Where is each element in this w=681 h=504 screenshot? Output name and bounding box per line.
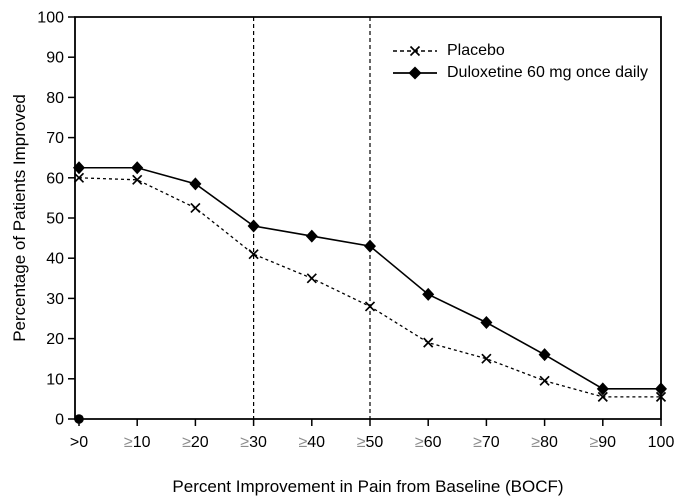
data-point-diamond [538, 348, 551, 362]
x-tick-label: ≥10 [124, 434, 151, 451]
data-point-diamond [596, 382, 609, 396]
x-tick-label: ≥60 [415, 434, 442, 451]
x-tick-label: ≥70 [473, 434, 500, 451]
data-point-x [364, 301, 376, 312]
data-point-x [655, 391, 667, 402]
y-tick-label: 70 [46, 130, 64, 147]
x-tick-label: 100 [648, 434, 675, 451]
y-tick-label: 0 [55, 412, 64, 429]
legend-label-duloxetine: Duloxetine 60 mg once daily [447, 64, 649, 81]
reference-lines [253, 17, 371, 419]
data-point-x [539, 375, 550, 386]
y-tick-label: 80 [46, 90, 64, 107]
x-tick-label: ≥30 [240, 434, 267, 451]
data-point-x [248, 249, 259, 260]
data-point-diamond [247, 219, 260, 233]
y-tick-label: 60 [46, 170, 64, 187]
data-point-x [306, 273, 317, 284]
y-tick-label: 10 [46, 371, 64, 388]
x-axis: >0 ≥10 ≥20 ≥30 ≥40 ≥50 ≥60 ≥70 ≥80 ≥90 100 [70, 419, 675, 451]
y-axis: 0 10 20 30 40 50 60 70 80 90 100 [37, 10, 75, 429]
data-point-diamond [364, 239, 376, 253]
data-point-diamond [422, 287, 435, 301]
data-point-diamond [189, 177, 202, 191]
x-tick-label: ≥50 [357, 434, 384, 451]
legend-item-duloxetine: Duloxetine 60 mg once daily [392, 62, 648, 84]
y-tick-label: 20 [46, 331, 64, 348]
data-point-diamond [73, 161, 85, 175]
y-tick-label: 50 [46, 211, 64, 228]
series-placebo [73, 172, 667, 402]
data-point-diamond [480, 316, 493, 330]
x-axis-title: Percent Improvement in Pain from Baselin… [172, 477, 564, 496]
legend-label-placebo: Placebo [447, 42, 505, 59]
data-point-x [423, 337, 434, 348]
y-tick-label: 90 [46, 50, 64, 67]
origin-dot [74, 414, 84, 424]
x-tick-label: ≥90 [590, 434, 617, 451]
series-duloxetine [73, 161, 667, 396]
duloxetine-solid-diamond-marker-icon [393, 66, 437, 80]
x-tick-label: >0 [70, 434, 88, 451]
y-tick-label: 40 [46, 251, 64, 268]
placebo-dashed-x-marker-icon [393, 45, 437, 57]
x-tick-label: ≥80 [531, 434, 558, 451]
y-tick-label: 30 [46, 291, 64, 308]
y-axis-title: Percentage of Patients Improved [10, 94, 29, 342]
data-point-x [481, 353, 492, 364]
data-point-diamond [305, 229, 318, 243]
data-point-diamond [131, 161, 144, 175]
data-point-x [73, 172, 85, 183]
data-point-x [132, 174, 143, 185]
legend-item-placebo: Placebo [392, 40, 648, 62]
x-tick-label: ≥20 [182, 434, 209, 451]
data-point-x [190, 202, 201, 214]
y-tick-label: 100 [37, 10, 64, 27]
series-line [78, 177, 661, 398]
x-tick-label: ≥40 [299, 434, 326, 451]
data-point-diamond [655, 382, 667, 396]
data-point-x [597, 391, 608, 402]
legend: Placebo Duloxetine 60 mg once daily [392, 40, 648, 84]
